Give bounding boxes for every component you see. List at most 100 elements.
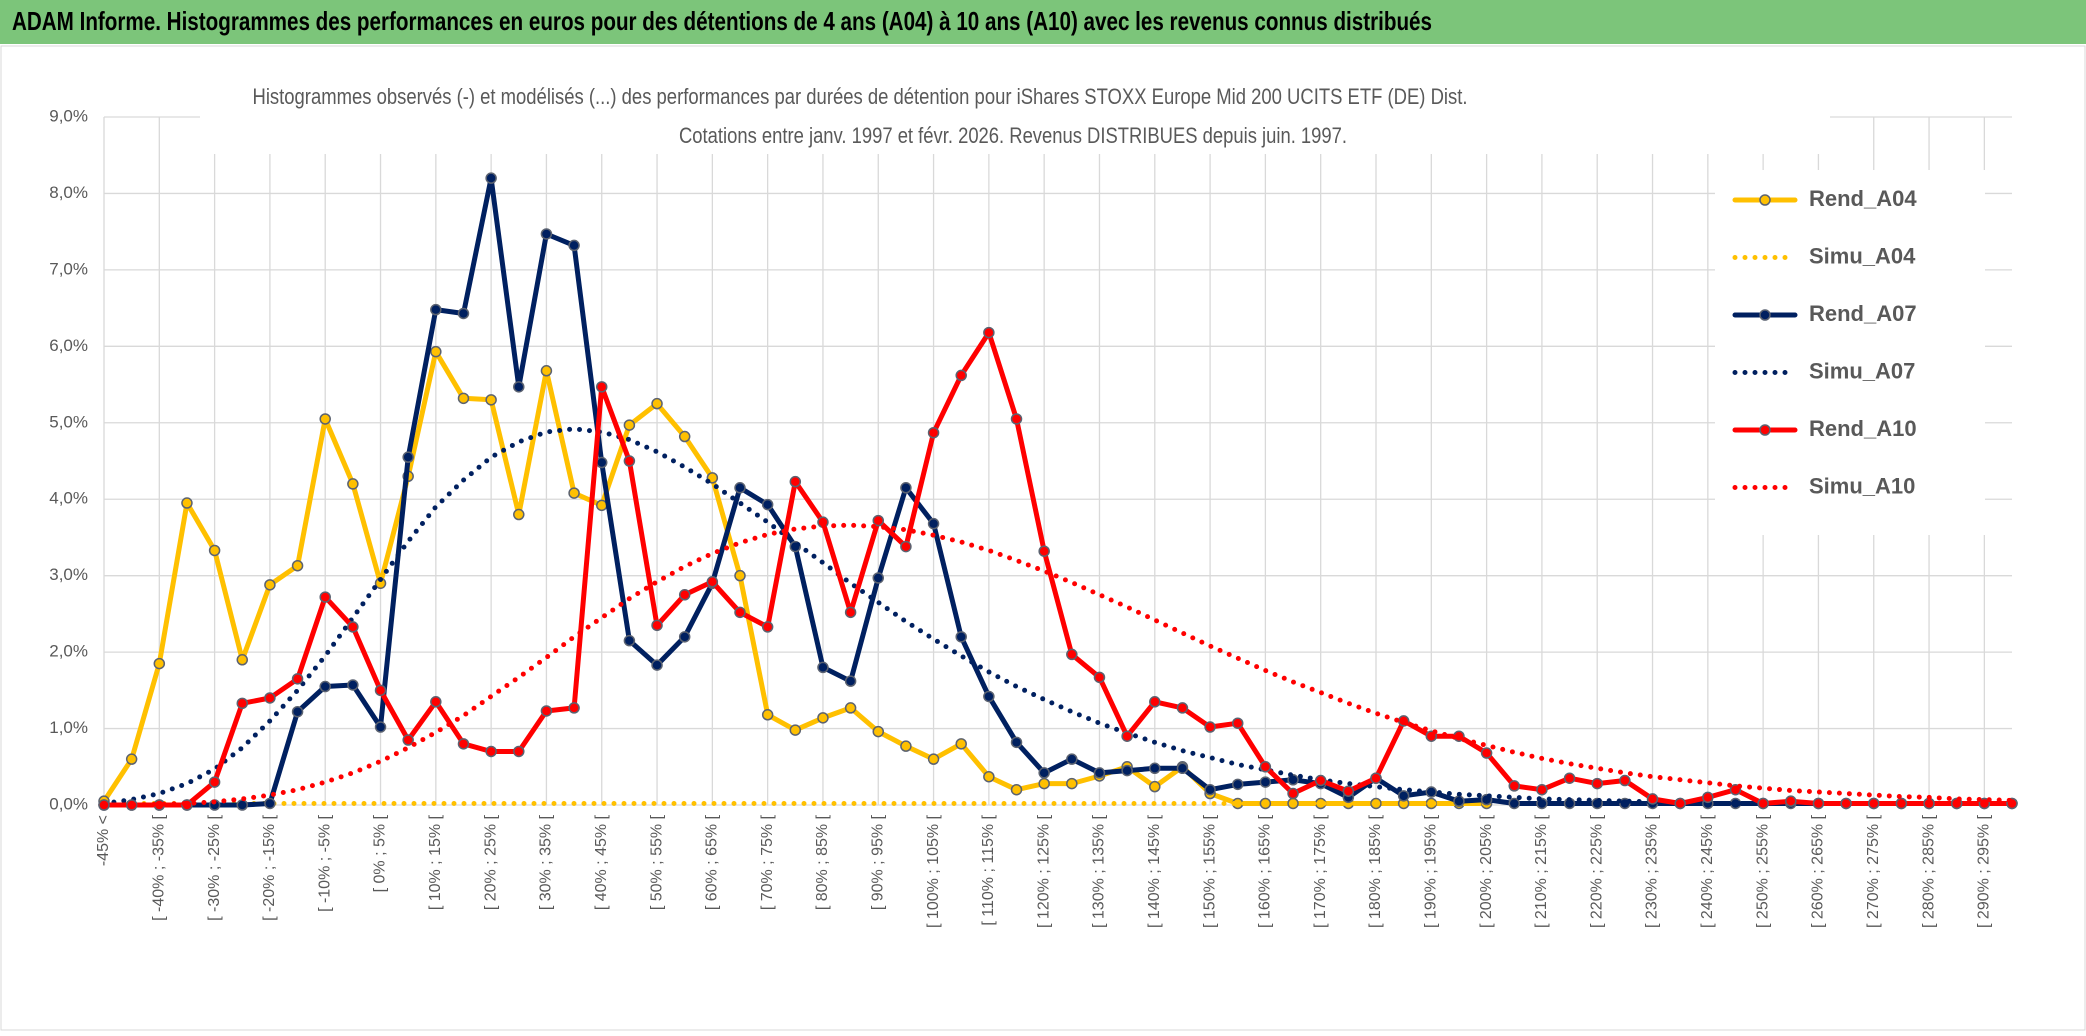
marker <box>623 455 636 467</box>
x-tick-label: [ 180% ; 185% [ <box>1367 814 1384 928</box>
marker <box>319 591 331 603</box>
marker <box>264 797 276 810</box>
marker <box>983 690 995 703</box>
marker <box>900 482 912 494</box>
marker <box>1923 797 1935 810</box>
x-tick-label: [ -10% ; -5% [ <box>316 814 333 911</box>
dotted-line <box>101 426 2015 806</box>
y-tick-label: 0,0% <box>49 794 88 813</box>
marker <box>1176 702 1189 714</box>
y-tick-label: 9,0% <box>49 106 88 125</box>
marker <box>347 679 359 691</box>
y-tick-label: 7,0% <box>49 259 88 278</box>
marker <box>540 365 553 377</box>
marker <box>678 589 691 601</box>
x-tick-label: [ 250% ; 255% [ <box>1754 814 1771 928</box>
marker <box>623 634 636 647</box>
marker <box>595 381 608 393</box>
x-tick-label: [ 150% ; 155% [ <box>1201 814 1218 928</box>
marker <box>374 721 387 733</box>
y-tick-label: 8,0% <box>49 183 88 202</box>
x-tick-label: [ 40% ; 45% [ <box>593 814 610 910</box>
x-tick-label: [ 0% ; 5% [ <box>372 814 389 892</box>
marker <box>955 631 967 643</box>
marker <box>1757 797 1769 810</box>
legend-label: Rend_A07 <box>1809 301 1917 326</box>
marker <box>678 430 691 443</box>
marker <box>651 659 663 671</box>
legend-label: Rend_A04 <box>1809 186 1917 211</box>
marker <box>1066 777 1078 790</box>
marker <box>374 684 387 697</box>
marker <box>319 413 331 425</box>
marker <box>1508 797 1521 810</box>
plot: 0,0% 1,0% 2,0% 3,0% 4,0% 5,0% 6,0% 7,0% 8,0% 9,0%… <box>49 80 2018 928</box>
header-title: ADAM Informe. Histogrammes des performan… <box>12 6 1432 36</box>
marker <box>1038 777 1050 790</box>
marker <box>872 725 885 738</box>
x-tick-label: [ 280% ; 285% [ <box>1920 814 1937 928</box>
marker <box>1093 671 1106 684</box>
marker <box>1204 721 1216 733</box>
marker <box>291 673 304 685</box>
marker <box>900 740 912 752</box>
x-tick-label: [ 140% ; 145% [ <box>1146 814 1163 928</box>
legend-marker <box>1759 424 1771 436</box>
marker <box>1176 762 1189 775</box>
x-tick-label: [ 130% ; 135% [ <box>1091 814 1108 928</box>
marker <box>513 381 525 393</box>
x-tick-label: [ 270% ; 275% [ <box>1865 814 1882 928</box>
marker <box>1314 774 1327 787</box>
marker <box>291 559 304 572</box>
y-tick-label: 5,0% <box>49 412 88 431</box>
marker <box>1674 797 1686 810</box>
marker <box>568 702 580 714</box>
x-tick-label: [ 170% ; 175% [ <box>1312 814 1329 928</box>
marker <box>734 482 746 494</box>
x-tick-label: [ 290% ; 295% [ <box>1976 814 1993 928</box>
x-tick-label: [ 20% ; 25% [ <box>482 814 499 910</box>
marker <box>485 172 497 184</box>
y-tick-label: 3,0% <box>49 565 88 584</box>
marker <box>1038 545 1050 557</box>
marker <box>789 724 802 736</box>
marker <box>1066 648 1078 661</box>
marker <box>236 697 249 710</box>
y-tick-label: 4,0% <box>49 489 88 508</box>
marker <box>430 303 442 316</box>
marker <box>1785 795 1797 807</box>
y-tick-label: 1,0% <box>49 718 88 737</box>
legend-label: Simu_A04 <box>1809 243 1916 268</box>
marker <box>1066 753 1078 765</box>
marker <box>955 738 967 750</box>
marker <box>347 478 359 490</box>
marker <box>1867 797 1880 810</box>
marker <box>706 576 719 588</box>
marker <box>1287 787 1299 800</box>
marker <box>513 745 525 758</box>
marker <box>789 475 802 488</box>
x-tick-label: [ 50% ; 55% [ <box>648 814 665 910</box>
marker <box>955 369 967 382</box>
chart-subtitle: Cotations entre janv. 1997 et févr. 2026… <box>679 123 1347 148</box>
y-tick-label: 2,0% <box>49 642 88 661</box>
marker <box>872 572 885 584</box>
marker <box>540 228 553 240</box>
marker <box>1231 717 1244 729</box>
x-tick-label: [ 80% ; 85% [ <box>814 814 831 910</box>
marker <box>927 517 940 530</box>
line <box>101 175 2015 808</box>
marker <box>1121 730 1133 742</box>
marker <box>402 451 414 463</box>
marker <box>1370 772 1382 784</box>
marker <box>208 544 221 557</box>
marker <box>1259 776 1272 788</box>
marker <box>761 709 774 721</box>
y-tick-label: 6,0% <box>49 336 88 355</box>
x-tick-label: [ 100% ; 105% [ <box>925 814 942 928</box>
marker <box>651 619 663 632</box>
marker <box>1287 774 1299 786</box>
x-tick-label: [ 190% ; 195% [ <box>1423 814 1440 928</box>
marker <box>595 456 608 469</box>
